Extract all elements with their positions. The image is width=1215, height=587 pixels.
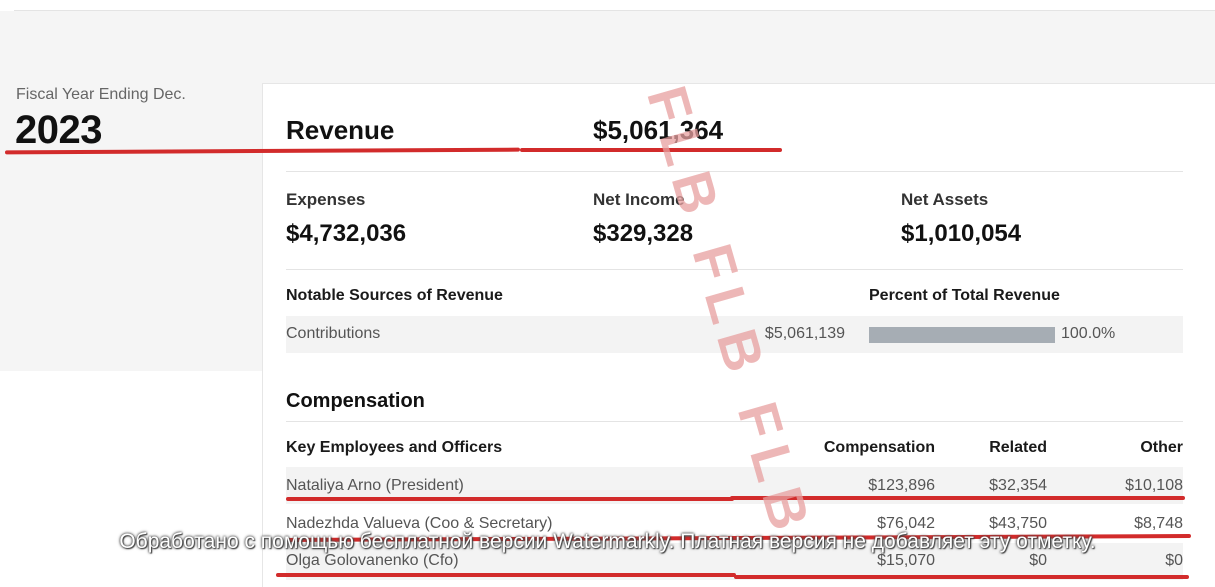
net-income-label: Net Income <box>593 190 685 209</box>
fiscal-year-label: Fiscal Year Ending Dec. <box>16 86 186 103</box>
header-background <box>262 11 1215 83</box>
revenue-sources-header: Notable Sources of Revenue <box>286 287 503 304</box>
net-income-value: $329,328 <box>593 220 694 247</box>
highlight-underline <box>520 148 782 152</box>
employee-name: Nadezhda Valueva (Coo & Secretary) <box>286 515 553 532</box>
left-panel-background <box>0 11 262 371</box>
highlight-underline <box>730 496 1185 500</box>
related-header: Related <box>989 439 1047 456</box>
employee-compensation: $15,070 <box>877 552 935 569</box>
highlight-underline <box>734 575 1189 579</box>
percent-total-header: Percent of Total Revenue <box>869 287 1060 304</box>
employees-header: Key Employees and Officers <box>286 439 503 456</box>
divider <box>286 421 1183 422</box>
top-divider <box>14 10 1215 11</box>
revenue-source-amount: $5,061,139 <box>764 325 845 342</box>
employee-name: Olga Golovanenko (Cfo) <box>286 552 459 569</box>
divider <box>286 171 1183 172</box>
net-assets-label: Net Assets <box>901 190 989 209</box>
fiscal-year: 2023 <box>15 108 102 152</box>
other-header: Other <box>1140 439 1183 456</box>
employee-name: Nataliya Arno (President) <box>286 477 464 494</box>
net-assets-value: $1,010,054 <box>901 220 1022 247</box>
employee-compensation: $76,042 <box>877 515 935 532</box>
highlight-underline <box>276 573 736 577</box>
employee-other: $10,108 <box>1125 477 1183 494</box>
highlight-underline <box>286 497 734 501</box>
employee-other: $8,748 <box>1134 515 1183 532</box>
employee-compensation: $123,896 <box>868 477 935 494</box>
employee-related: $0 <box>1029 552 1047 569</box>
compensation-title: Compensation <box>286 390 425 412</box>
employee-other: $0 <box>1165 552 1183 569</box>
employee-related: $32,354 <box>989 477 1047 494</box>
divider <box>286 269 1183 270</box>
percent-bar <box>869 327 1055 343</box>
revenue-value: $5,061,364 <box>593 115 724 145</box>
revenue-source-name: Contributions <box>286 325 381 342</box>
revenue-label: Revenue <box>286 115 395 145</box>
revenue-source-percent: 100.0% <box>1061 325 1116 342</box>
compensation-header: Compensation <box>823 439 935 456</box>
expenses-label: Expenses <box>286 190 366 209</box>
watermark-footer: Обработано с помощью бесплатной версии W… <box>119 530 1096 553</box>
expenses-value: $4,732,036 <box>286 220 407 247</box>
employee-related: $43,750 <box>989 515 1047 532</box>
